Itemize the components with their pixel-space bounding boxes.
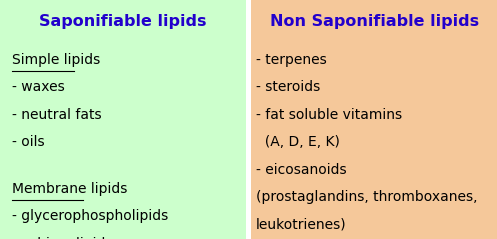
Text: Saponifiable lipids: Saponifiable lipids (39, 14, 207, 29)
Text: - terpenes: - terpenes (256, 53, 327, 67)
FancyBboxPatch shape (0, 0, 246, 239)
Text: leukotrienes): leukotrienes) (256, 217, 346, 232)
Text: - glycerophospholipids: - glycerophospholipids (12, 209, 168, 223)
FancyBboxPatch shape (251, 0, 497, 239)
Text: (A, D, E, K): (A, D, E, K) (256, 135, 340, 149)
Text: - steroids: - steroids (256, 80, 320, 94)
Text: - sphingolipids: - sphingolipids (12, 237, 113, 239)
Text: - neutral fats: - neutral fats (12, 108, 102, 122)
Text: - fat soluble vitamins: - fat soluble vitamins (256, 108, 402, 122)
Text: - eicosanoids: - eicosanoids (256, 163, 346, 177)
Text: Membrane lipids: Membrane lipids (12, 182, 128, 196)
Text: - waxes: - waxes (12, 80, 65, 94)
Text: (prostaglandins, thromboxanes,: (prostaglandins, thromboxanes, (256, 190, 478, 204)
Text: Simple lipids: Simple lipids (12, 53, 101, 67)
Text: Non Saponifiable lipids: Non Saponifiable lipids (270, 14, 479, 29)
Text: - oils: - oils (12, 135, 45, 149)
